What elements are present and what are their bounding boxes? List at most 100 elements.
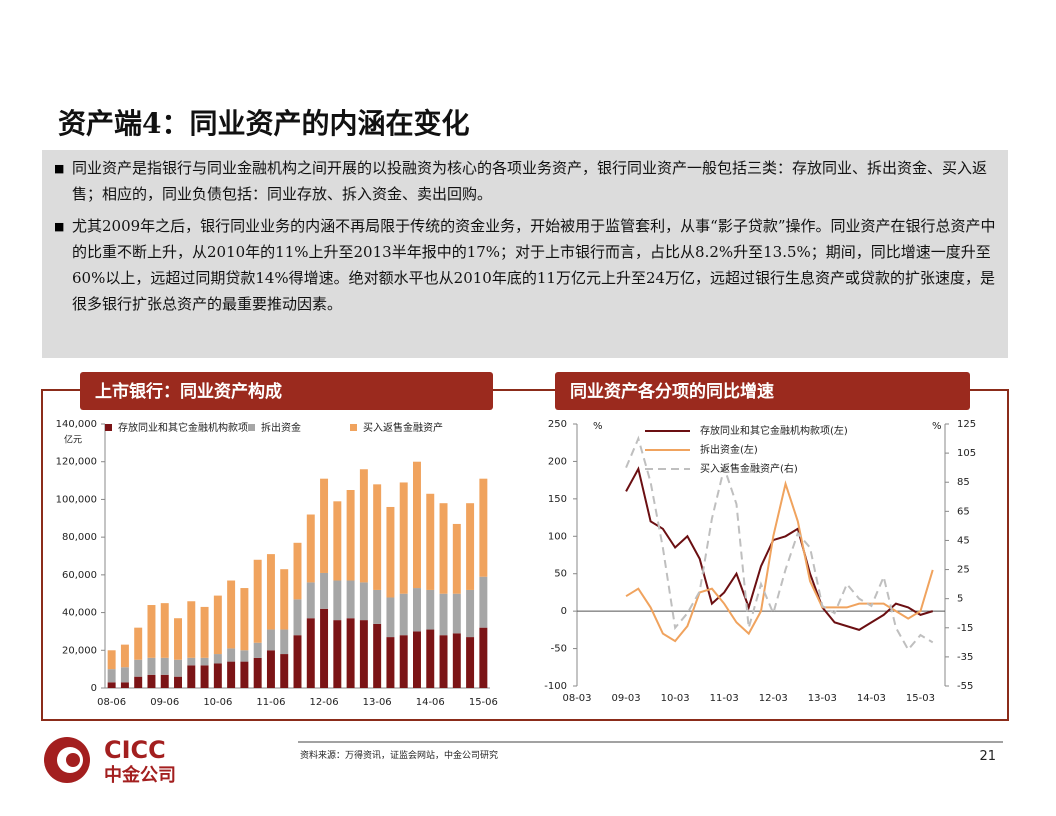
x-tick-label: 12-06	[310, 697, 339, 708]
y-tick-label: -100	[544, 681, 567, 692]
bar-segment	[280, 654, 289, 688]
legend-swatch	[248, 424, 255, 431]
bar-segment	[213, 654, 222, 664]
x-tick-label: 10-03	[661, 693, 690, 704]
bar-segment	[120, 682, 129, 688]
bar-segment	[426, 629, 435, 688]
bar-segment	[359, 620, 368, 688]
bar-segment	[479, 627, 488, 688]
bar-segment	[439, 503, 448, 594]
y-tick-label: 40,000	[62, 608, 97, 619]
legend-label: 买入返售金融资产	[363, 421, 443, 434]
bar-segment	[306, 618, 315, 688]
x-tick-label: 15-03	[906, 693, 935, 704]
y2-unit: %	[932, 421, 942, 432]
bar-segment	[373, 484, 382, 590]
y-tick-label: 80,000	[62, 532, 97, 543]
legend-swatch	[105, 424, 112, 431]
bar-segment	[120, 644, 129, 668]
chart-header	[555, 372, 970, 410]
bar-segment	[120, 667, 129, 683]
bar-segment	[134, 676, 143, 688]
y2-tick-label: 125	[957, 419, 976, 430]
bullet-icon: ■	[54, 162, 65, 175]
y-tick-label: 50	[554, 569, 567, 580]
bar-segment	[174, 618, 182, 660]
bar-segment	[134, 659, 143, 677]
x-tick-label: 08-03	[562, 693, 591, 704]
y-tick-label: 60,000	[62, 570, 97, 581]
bar-segment	[333, 620, 342, 688]
bar-segment	[320, 572, 329, 609]
y2-tick-label: -35	[957, 652, 973, 663]
x-tick-label: 11-06	[256, 697, 285, 708]
x-tick-label: 10-06	[203, 697, 232, 708]
bar-segment	[213, 663, 222, 688]
bar-segment	[280, 629, 289, 655]
bar-segment	[266, 629, 275, 651]
bar-segment	[227, 648, 236, 662]
bar-segment	[320, 478, 329, 573]
bar-segment	[174, 659, 182, 677]
bar-segment	[253, 559, 262, 643]
bar-segment	[293, 635, 302, 688]
bar-segment	[386, 597, 395, 638]
bar-segment	[293, 599, 302, 636]
bar-segment	[452, 593, 461, 634]
bullet-text: 尤其2009年之后，银行同业业务的内涵不再局限于传统的资金业务，开始被用于监管套…	[72, 217, 996, 313]
bar-segment	[187, 657, 196, 666]
bar-segment	[466, 503, 475, 590]
y-tick-label: 250	[548, 419, 567, 430]
series-line	[625, 466, 934, 631]
bar-segment	[386, 506, 395, 598]
bar-segment	[452, 523, 461, 594]
bar-segment	[439, 635, 448, 688]
bar-segment	[306, 514, 315, 583]
series-line	[625, 435, 934, 652]
legend-swatch	[350, 424, 357, 431]
bar-segment	[160, 674, 169, 688]
bar-segment	[253, 657, 262, 688]
x-tick-label: 09-03	[612, 693, 641, 704]
bar-segment	[426, 493, 435, 590]
bar-segment	[346, 580, 355, 619]
bar-segment	[466, 589, 475, 638]
bar-segment	[147, 657, 156, 675]
slide-title: 资产端4：同业资产的内涵在变化	[58, 107, 470, 140]
bar-segment	[413, 461, 421, 589]
bar-segment	[240, 661, 249, 688]
y-tick-label: 0	[91, 683, 97, 694]
bar-segment	[373, 589, 382, 624]
bar-segment	[107, 669, 116, 683]
bar-segment	[160, 657, 169, 675]
chart-title: 同业资产各分项的同比增速	[570, 381, 774, 402]
y2-tick-label: 25	[957, 565, 970, 576]
bar-segment	[452, 633, 461, 688]
x-tick-label: 14-06	[416, 697, 445, 708]
x-tick-label: 08-06	[97, 697, 126, 708]
y2-tick-label: 85	[957, 477, 970, 488]
bar-segment	[359, 582, 368, 621]
y-tick-label: -50	[551, 644, 567, 655]
x-tick-label: 14-03	[857, 693, 886, 704]
y2-tick-label: -15	[957, 623, 973, 634]
bar-segment	[306, 582, 315, 619]
bullet-box: ■ 同业资产是指银行与同业金融机构之间开展的以投融资为核心的各项业务资产，银行同…	[42, 150, 1008, 358]
bar-segment	[187, 665, 196, 688]
bar-segment	[320, 608, 329, 688]
bar-segment	[413, 631, 421, 688]
x-tick-label: 15-06	[469, 697, 498, 708]
bar-segment	[227, 580, 236, 649]
series-line	[625, 480, 934, 643]
bar-segment	[240, 588, 249, 651]
bar-segment	[399, 635, 408, 688]
bar-segment	[293, 542, 302, 600]
bar-segment	[359, 469, 368, 583]
y2-tick-label: -55	[957, 681, 973, 692]
bar-segment	[386, 637, 395, 688]
bar-segment	[200, 606, 209, 658]
y-tick-label: 20,000	[62, 645, 97, 656]
bar-segment	[426, 589, 435, 630]
bar-segment	[479, 478, 488, 577]
